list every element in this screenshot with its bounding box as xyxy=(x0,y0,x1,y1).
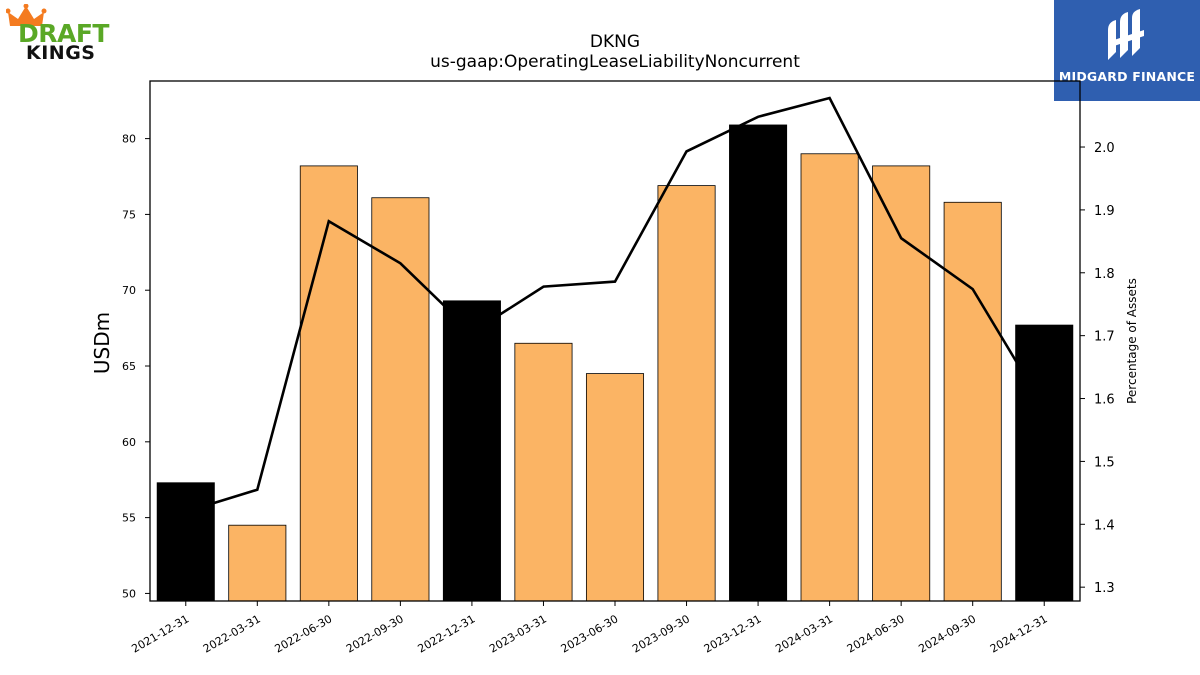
y-tick-label: 55 xyxy=(122,512,136,525)
bar xyxy=(800,153,859,602)
x-tick-label: 2023-12-31 xyxy=(702,612,764,655)
bar xyxy=(872,165,931,602)
y2-tick-label: 1.5 xyxy=(1094,455,1115,470)
bar xyxy=(729,124,788,602)
x-tick-label: 2022-09-30 xyxy=(344,612,406,655)
bar xyxy=(585,373,645,602)
x-tick-label: 2024-06-30 xyxy=(845,612,907,655)
y2-tick-label: 2.0 xyxy=(1094,141,1115,156)
x-tick-label: 2022-12-31 xyxy=(416,612,478,655)
y-tick-label: 65 xyxy=(122,360,136,373)
bar xyxy=(657,185,716,602)
logo-kings-text: KINGS xyxy=(26,42,96,64)
x-tick-label: 2024-09-30 xyxy=(916,612,978,655)
y2-axis-label: Percentage of Assets xyxy=(1125,278,1139,404)
y2-tick-label: 1.7 xyxy=(1094,330,1115,345)
y2-tick-label: 1.6 xyxy=(1094,393,1115,408)
bar xyxy=(514,342,573,602)
y-tick-label: 80 xyxy=(122,133,136,146)
y-tick-label: 70 xyxy=(122,284,136,297)
y2-tick-label: 1.9 xyxy=(1094,204,1115,219)
logo-midgard-text: MIDGARD FINANCE xyxy=(1058,69,1196,84)
chart-subtitle: us-gaap:OperatingLeaseLiabilityNoncurren… xyxy=(430,52,800,72)
bar xyxy=(1015,324,1074,602)
bar xyxy=(156,482,215,602)
y2-tick-label: 1.3 xyxy=(1094,581,1115,596)
x-tick-label: 2022-06-30 xyxy=(272,612,334,655)
midgard-finance-logo: MIDGARD FINANCE xyxy=(1054,0,1200,101)
x-tick-label: 2021-12-31 xyxy=(129,612,191,655)
x-tick-label: 2024-03-31 xyxy=(773,612,835,655)
y-tick-label: 50 xyxy=(122,587,136,600)
x-tick-label: 2024-12-31 xyxy=(988,612,1050,655)
y2-tick-label: 1.4 xyxy=(1094,518,1115,533)
y-axis-label: USDm xyxy=(90,312,114,374)
percentage-line xyxy=(185,96,1046,513)
x-tick-label: 2023-09-30 xyxy=(630,612,692,655)
bar xyxy=(228,524,287,602)
bar xyxy=(371,197,430,602)
midgard-mark-icon xyxy=(1108,9,1144,60)
y-tick-label: 75 xyxy=(122,208,136,221)
crown-icon xyxy=(6,4,47,26)
draftkings-logo: DRAFT KINGS xyxy=(6,4,122,66)
bar xyxy=(943,201,1002,602)
bar xyxy=(299,165,358,602)
chart-title: DKNG xyxy=(589,32,641,52)
x-tick-label: 2023-03-31 xyxy=(487,612,549,655)
logo-draft-text: DRAFT xyxy=(18,19,109,48)
y2-tick-label: 1.8 xyxy=(1094,267,1115,282)
x-tick-label: 2023-06-30 xyxy=(559,612,621,655)
x-tick-label: 2022-03-31 xyxy=(201,612,263,655)
bar xyxy=(442,300,501,602)
y-tick-label: 60 xyxy=(122,436,136,449)
